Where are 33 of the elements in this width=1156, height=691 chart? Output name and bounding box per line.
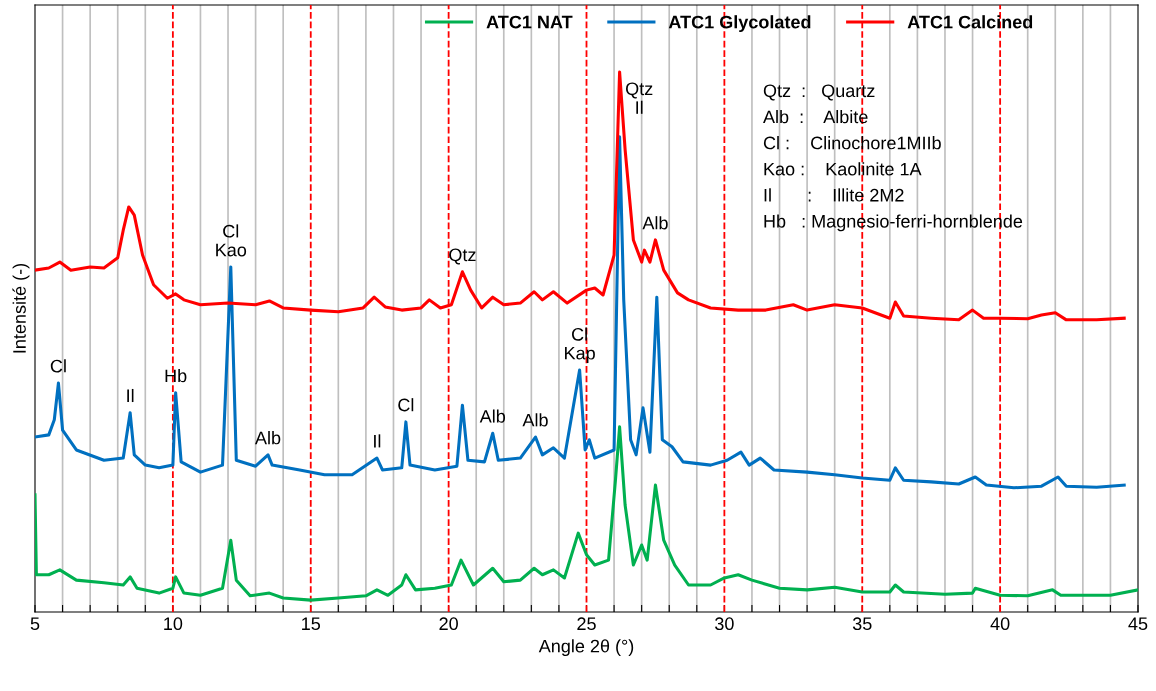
annotation: Cl Kao <box>216 224 247 257</box>
x-tick-label: 40 <box>990 617 1010 631</box>
x-tick-label: 15 <box>302 617 321 631</box>
annotation: Cl : Clinochore1MIIb <box>763 136 941 150</box>
legend-label: ATC1 Calcined <box>907 15 1033 29</box>
x-tick-label: 5 <box>30 617 40 631</box>
x-tick-label: 45 <box>1128 617 1148 631</box>
legend-label: ATC1 NAT <box>486 15 573 29</box>
y-axis-title: Intensité (-) <box>12 263 30 353</box>
annotation: Qtz Il <box>626 82 653 114</box>
annotation: Alb : Albite <box>763 110 868 124</box>
x-tick-label: 25 <box>577 617 596 631</box>
x-axis-title: Angle 2θ (°) <box>538 639 634 657</box>
annotation: Hb : Magnesio-ferri-hornblende <box>764 214 1023 232</box>
annotation: Cl <box>398 398 414 412</box>
annotation: Alb <box>642 216 668 230</box>
x-tick-label: 20 <box>439 617 458 631</box>
x-tick-label: 10 <box>164 617 183 631</box>
x-tick-label: 30 <box>715 617 734 631</box>
annotation: Il <box>127 388 134 403</box>
annotation: Il : Illite 2M2 <box>764 188 904 202</box>
annotation: Qtz <box>449 248 476 265</box>
annotation: Cl Kap <box>565 327 595 364</box>
annotation: Alb <box>479 409 506 423</box>
annotation: Il <box>374 434 381 448</box>
x-tick-label: 35 <box>852 617 872 631</box>
annotation: Cl <box>50 359 66 373</box>
annotation: Alb <box>255 431 281 445</box>
annotation: Hb <box>165 368 187 383</box>
annotation: Kao : Kaolinite 1A <box>764 162 922 176</box>
annotation: Alb <box>522 413 548 427</box>
legend-label: ATC1 Glycolated <box>668 15 811 33</box>
annotation: Qtz : Quartz <box>763 84 875 101</box>
